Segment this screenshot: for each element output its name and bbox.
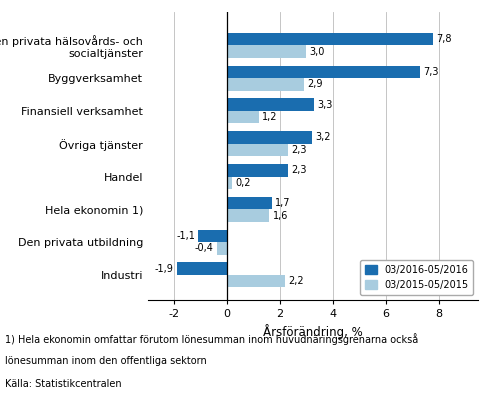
Text: -0,4: -0,4	[195, 243, 213, 253]
Text: 2,2: 2,2	[288, 276, 304, 286]
Bar	[227, 131, 312, 144]
Bar	[227, 275, 285, 287]
Bar	[227, 78, 304, 91]
Text: 2,3: 2,3	[291, 165, 307, 175]
Text: Källa: Statistikcentralen: Källa: Statistikcentralen	[5, 379, 122, 389]
Bar	[216, 242, 227, 255]
Text: 1,6: 1,6	[273, 210, 288, 220]
Bar	[227, 164, 288, 176]
Text: 1,2: 1,2	[262, 112, 278, 122]
Bar	[227, 209, 270, 222]
Text: -1,9: -1,9	[155, 264, 174, 274]
Text: 0,2: 0,2	[236, 178, 251, 188]
Bar	[227, 99, 315, 111]
Bar	[227, 144, 288, 156]
Text: -1,1: -1,1	[176, 231, 195, 241]
Bar	[227, 176, 233, 189]
Legend: 03/2016-05/2016, 03/2015-05/2015: 03/2016-05/2016, 03/2015-05/2015	[360, 260, 473, 295]
Text: 3,0: 3,0	[310, 47, 325, 57]
Bar	[227, 111, 259, 124]
Bar	[227, 66, 420, 78]
Text: 1) Hela ekonomin omfattar förutom lönesumman inom huvudnäringsgrenarna också: 1) Hela ekonomin omfattar förutom lönesu…	[5, 333, 418, 345]
Text: lönesumman inom den offentliga sektorn: lönesumman inom den offentliga sektorn	[5, 356, 207, 366]
Text: 3,3: 3,3	[317, 100, 333, 110]
Text: 7,8: 7,8	[436, 34, 452, 44]
Bar	[227, 33, 433, 45]
Bar	[198, 230, 227, 242]
Text: 1,7: 1,7	[275, 198, 291, 208]
Text: 3,2: 3,2	[315, 132, 330, 142]
X-axis label: Årsförändring, %: Årsförändring, %	[263, 324, 363, 339]
Bar	[227, 197, 272, 209]
Text: 2,3: 2,3	[291, 145, 307, 155]
Text: 7,3: 7,3	[423, 67, 439, 77]
Bar	[177, 262, 227, 275]
Bar	[227, 45, 307, 58]
Text: 2,9: 2,9	[307, 79, 322, 89]
